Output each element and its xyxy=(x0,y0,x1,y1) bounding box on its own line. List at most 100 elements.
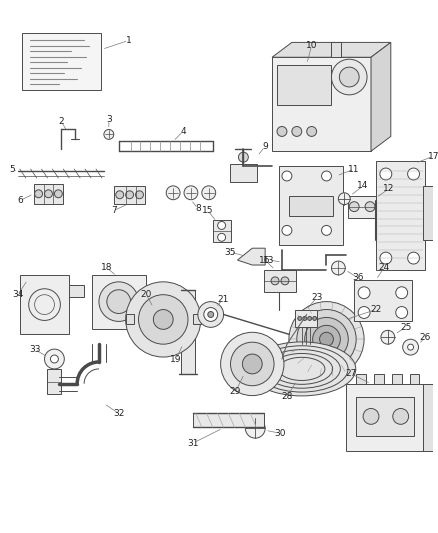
Circle shape xyxy=(202,186,215,200)
Circle shape xyxy=(307,317,312,320)
Bar xyxy=(69,285,84,297)
Text: 13: 13 xyxy=(263,255,275,264)
Bar xyxy=(146,288,158,304)
Circle shape xyxy=(45,349,64,369)
Text: 18: 18 xyxy=(101,263,113,272)
Text: 8: 8 xyxy=(195,204,201,213)
Circle shape xyxy=(238,152,248,162)
Text: 25: 25 xyxy=(400,323,411,332)
Bar xyxy=(376,161,425,270)
Circle shape xyxy=(230,342,274,386)
Circle shape xyxy=(135,191,144,199)
Circle shape xyxy=(363,408,379,424)
Text: 9: 9 xyxy=(262,142,268,151)
Text: 10: 10 xyxy=(306,41,318,50)
Circle shape xyxy=(126,191,134,199)
Circle shape xyxy=(321,171,332,181)
Circle shape xyxy=(349,201,359,212)
Text: 3: 3 xyxy=(106,115,112,124)
Text: 26: 26 xyxy=(420,333,431,342)
Circle shape xyxy=(313,325,340,353)
Circle shape xyxy=(50,355,58,363)
Circle shape xyxy=(138,295,188,344)
Circle shape xyxy=(408,344,413,350)
Circle shape xyxy=(271,277,279,285)
Circle shape xyxy=(358,306,370,318)
Bar xyxy=(126,314,134,325)
Circle shape xyxy=(218,222,226,229)
Circle shape xyxy=(282,225,292,236)
Text: 32: 32 xyxy=(113,409,124,418)
Bar xyxy=(272,57,371,151)
Bar xyxy=(356,374,366,384)
Text: 15: 15 xyxy=(202,206,213,215)
Circle shape xyxy=(332,59,367,95)
Bar xyxy=(193,314,201,325)
Circle shape xyxy=(218,233,226,241)
Bar xyxy=(47,369,61,394)
Circle shape xyxy=(45,190,53,198)
Circle shape xyxy=(381,330,395,344)
Circle shape xyxy=(396,306,408,318)
Text: 34: 34 xyxy=(12,290,24,299)
Circle shape xyxy=(305,318,348,361)
Bar xyxy=(22,33,101,90)
Text: 21: 21 xyxy=(217,295,228,304)
Circle shape xyxy=(393,408,409,424)
Circle shape xyxy=(245,418,265,438)
Text: 29: 29 xyxy=(230,387,241,396)
Bar xyxy=(114,186,145,204)
Circle shape xyxy=(116,191,124,199)
Text: 11: 11 xyxy=(349,165,360,174)
Text: 6: 6 xyxy=(17,196,23,205)
Circle shape xyxy=(242,354,262,374)
Text: 24: 24 xyxy=(378,263,389,272)
Circle shape xyxy=(281,277,289,285)
Circle shape xyxy=(396,287,408,298)
Bar xyxy=(289,196,333,215)
Text: 7: 7 xyxy=(111,206,117,215)
Circle shape xyxy=(99,282,138,321)
Circle shape xyxy=(292,126,302,136)
Bar xyxy=(410,374,420,384)
Circle shape xyxy=(298,317,302,320)
Circle shape xyxy=(320,332,333,346)
Polygon shape xyxy=(371,43,391,151)
Ellipse shape xyxy=(248,342,356,396)
Bar xyxy=(213,221,230,243)
Circle shape xyxy=(35,190,42,198)
Bar xyxy=(374,374,384,384)
Bar xyxy=(34,184,64,204)
Bar xyxy=(20,275,69,334)
Circle shape xyxy=(307,126,317,136)
Text: 14: 14 xyxy=(357,181,369,190)
Circle shape xyxy=(321,225,332,236)
Text: 19: 19 xyxy=(170,354,182,364)
Text: 2: 2 xyxy=(59,117,64,126)
Text: 35: 35 xyxy=(225,248,236,257)
Circle shape xyxy=(107,290,131,313)
Circle shape xyxy=(365,201,375,212)
Circle shape xyxy=(54,190,62,198)
Circle shape xyxy=(153,310,173,329)
Circle shape xyxy=(126,282,201,357)
Bar xyxy=(264,270,296,292)
Bar xyxy=(424,186,433,240)
Bar xyxy=(424,384,435,451)
Circle shape xyxy=(282,171,292,181)
Text: 27: 27 xyxy=(346,369,357,378)
Bar xyxy=(181,290,195,374)
Circle shape xyxy=(408,252,420,264)
Bar xyxy=(392,374,402,384)
Bar xyxy=(332,43,341,57)
Circle shape xyxy=(289,302,364,377)
Bar xyxy=(354,280,412,321)
Circle shape xyxy=(104,130,114,139)
Circle shape xyxy=(332,261,345,275)
Text: 5: 5 xyxy=(9,165,15,174)
Circle shape xyxy=(208,311,214,318)
Bar xyxy=(295,310,317,327)
Text: 28: 28 xyxy=(281,392,293,401)
Circle shape xyxy=(204,308,218,321)
Polygon shape xyxy=(237,248,265,265)
